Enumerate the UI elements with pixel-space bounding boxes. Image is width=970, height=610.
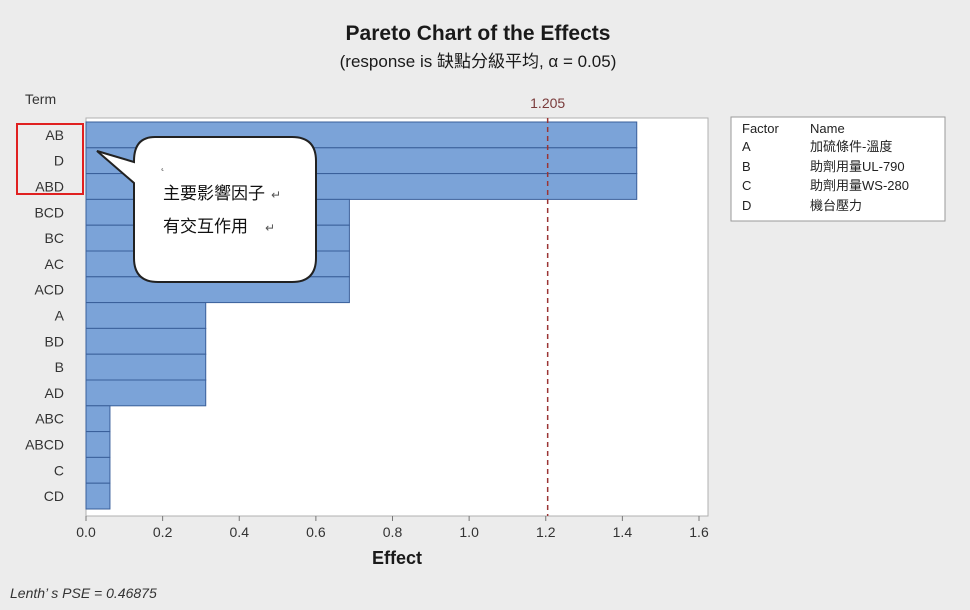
legend: Factor Name A 加硫條件-溫度 B 助劑用量UL-790 C 助劑用… xyxy=(730,116,946,222)
x-tick-label: 0.8 xyxy=(383,524,403,540)
legend-factor-d: D xyxy=(742,198,751,213)
legend-factor-a: A xyxy=(742,139,751,154)
chart-title: Pareto Chart of the Effects xyxy=(346,22,611,45)
term-label-bc: BC xyxy=(45,230,64,246)
bar-abc xyxy=(85,405,111,433)
term-label-abcd: ABCD xyxy=(25,437,64,453)
x-tick-label: 1.6 xyxy=(689,524,709,540)
legend-header-name: Name xyxy=(810,121,845,136)
legend-name-c: 助劑用量WS-280 xyxy=(810,178,909,193)
callout-shape xyxy=(96,136,317,283)
term-label-b: B xyxy=(55,359,64,375)
term-label-bd: BD xyxy=(45,333,64,349)
callout-return-1: ↵ xyxy=(271,188,281,202)
bar-abcd xyxy=(85,431,111,458)
x-tick-label: 0.0 xyxy=(76,524,96,540)
x-tick-label: 1.2 xyxy=(536,524,556,540)
x-axis-ticks: 0.0 0.2 0.4 0.6 0.8 1.0 1.2 1.4 1.6 xyxy=(76,516,709,540)
x-tick-label: 1.0 xyxy=(459,524,479,540)
term-label-cd: CD xyxy=(44,488,64,504)
term-label-ab: AB xyxy=(45,127,64,143)
term-label-acd: ACD xyxy=(34,282,64,298)
callout-line-2: 有交互作用 xyxy=(163,217,248,236)
legend-name-b: 助劑用量UL-790 xyxy=(810,159,905,174)
callout-marker: ˛ xyxy=(161,157,165,171)
legend-name-d: 機台壓力 xyxy=(810,198,862,213)
lenth-pse-footnote: Lenth’ s PSE = 0.46875 xyxy=(10,585,157,601)
reference-line-label: 1.205 xyxy=(530,95,565,111)
bar-b xyxy=(85,353,207,381)
term-label-abd: ABD xyxy=(35,179,64,195)
term-label-ac: AC xyxy=(45,256,64,272)
legend-box xyxy=(730,116,946,222)
bar-a xyxy=(85,302,207,329)
bar-ad xyxy=(85,379,207,407)
term-label-ad: AD xyxy=(45,385,64,401)
bar-bd xyxy=(85,327,207,355)
x-axis-label: Effect xyxy=(372,548,422,568)
reference-line-group: 1.205 xyxy=(530,95,565,516)
chart-subtitle: (response is 缺點分級平均, α = 0.05) xyxy=(340,52,617,71)
term-label-bcd: BCD xyxy=(34,204,64,220)
legend-factor-c: C xyxy=(742,178,751,193)
bar-c xyxy=(85,456,111,484)
x-tick-label: 0.6 xyxy=(306,524,326,540)
x-tick-label: 1.4 xyxy=(613,524,633,540)
legend-header-factor: Factor xyxy=(742,121,780,136)
callout-line-1: 主要影響因子 xyxy=(163,184,265,203)
x-tick-label: 0.2 xyxy=(153,524,173,540)
legend-name-a: 加硫條件-溫度 xyxy=(810,139,892,154)
callout-return-2: ↵ xyxy=(265,221,275,235)
term-label-d: D xyxy=(54,153,64,169)
legend-factor-b: B xyxy=(742,159,751,174)
term-label-abc: ABC xyxy=(35,411,64,427)
bar-cd xyxy=(85,482,111,510)
x-tick-label: 0.4 xyxy=(230,524,250,540)
y-axis-label: Term xyxy=(25,91,56,107)
term-label-a: A xyxy=(55,308,65,324)
term-label-c: C xyxy=(54,462,64,478)
highlight-box xyxy=(16,123,84,195)
callout-bubble: ˛ 主要影響因子 ↵ 有交互作用 ↵ xyxy=(96,136,317,283)
